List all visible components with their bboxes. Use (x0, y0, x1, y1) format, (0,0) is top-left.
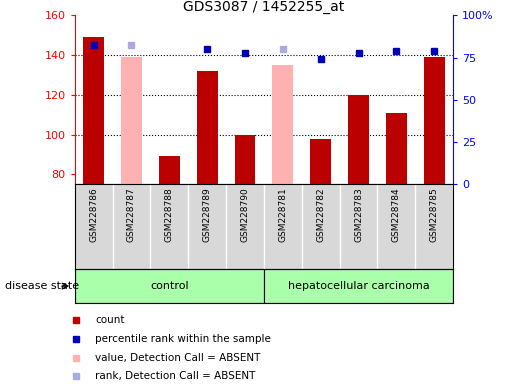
Bar (121, 57, 142, 184)
Text: hepatocellular carcinoma: hepatocellular carcinoma (288, 281, 430, 291)
Text: GSM228785: GSM228785 (430, 188, 439, 242)
Text: GSM228789: GSM228789 (203, 188, 212, 242)
Bar (348, 95, 369, 184)
Text: rank, Detection Call = ABSENT: rank, Detection Call = ABSENT (95, 371, 256, 381)
Text: count: count (95, 315, 125, 325)
Text: GSM228790: GSM228790 (241, 188, 249, 242)
Text: GSM228788: GSM228788 (165, 188, 174, 242)
Bar (83, 37, 104, 184)
Text: GSM228783: GSM228783 (354, 188, 363, 242)
Text: value, Detection Call = ABSENT: value, Detection Call = ABSENT (95, 353, 261, 363)
Text: percentile rank within the sample: percentile rank within the sample (95, 334, 271, 344)
Text: GSM228787: GSM228787 (127, 188, 136, 242)
Bar (235, 135, 255, 184)
Text: disease state: disease state (5, 281, 79, 291)
Title: GDS3087 / 1452255_at: GDS3087 / 1452255_at (183, 0, 345, 14)
Bar (424, 57, 444, 184)
Bar (272, 65, 293, 184)
Bar (311, 139, 331, 184)
Text: GSM228786: GSM228786 (89, 188, 98, 242)
Text: control: control (150, 281, 188, 291)
Bar (264, 269, 453, 303)
Bar (386, 113, 407, 184)
Text: GSM228781: GSM228781 (279, 188, 287, 242)
Text: GSM228784: GSM228784 (392, 188, 401, 242)
Text: GSM228782: GSM228782 (316, 188, 325, 242)
Bar (159, 157, 180, 184)
Bar (75, 269, 264, 303)
Bar (197, 71, 217, 184)
